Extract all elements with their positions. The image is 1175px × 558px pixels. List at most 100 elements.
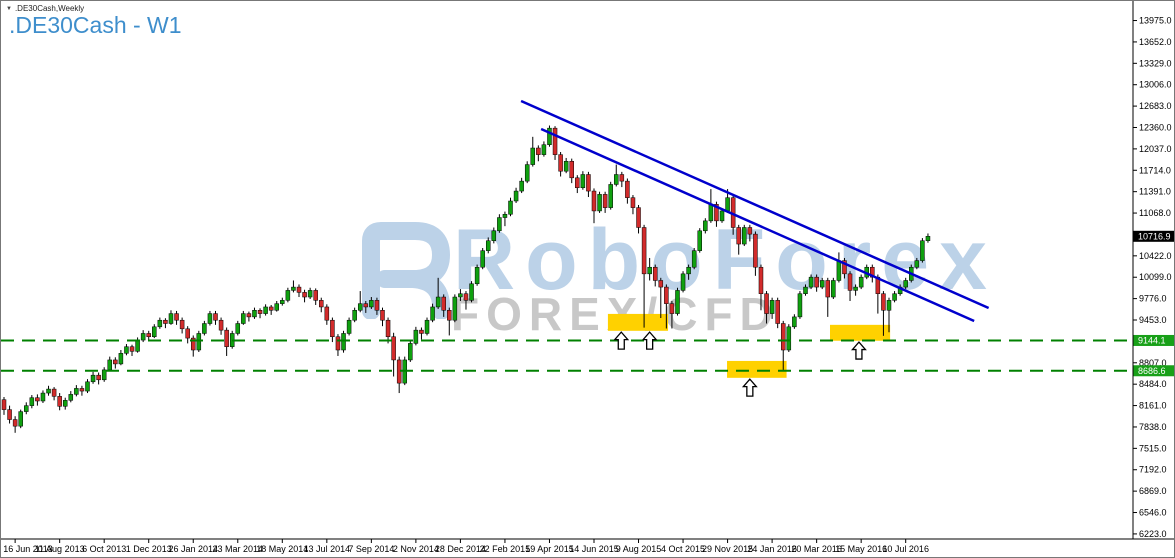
highlight-zone — [607, 313, 669, 331]
date-tick-label: 26 Jan 2014 — [168, 544, 218, 554]
candle-down — [575, 177, 580, 189]
price-tick-label: 13006.0 — [1139, 80, 1172, 90]
price-tick-label: 11068.0 — [1139, 208, 1171, 218]
candle-up — [101, 369, 107, 381]
candle-up — [803, 286, 808, 294]
candle-up — [858, 276, 864, 288]
date-tick-label: 22 Feb 2015 — [480, 544, 531, 554]
candle-down — [636, 207, 641, 228]
candle-up — [697, 230, 702, 251]
candle-up — [614, 174, 619, 185]
current-price-label-bg — [1133, 230, 1174, 242]
level-price-label-bg — [1133, 334, 1174, 346]
candle-up — [819, 280, 825, 288]
candle-down — [591, 190, 597, 212]
price-tick-label: 12683.0 — [1139, 101, 1172, 111]
candle-down — [669, 303, 675, 314]
candle-down — [313, 290, 318, 301]
candle-up — [786, 326, 792, 351]
candle-down — [174, 313, 179, 321]
candle-up — [524, 164, 530, 182]
candle-down — [179, 319, 185, 330]
symbol-dropdown-icon[interactable]: ▼ — [6, 6, 12, 12]
candle-up — [675, 290, 680, 314]
candle-up — [107, 359, 113, 371]
candle-up — [285, 290, 291, 301]
candle-down — [129, 346, 135, 352]
candle-down — [51, 388, 57, 397]
candle-down — [385, 319, 391, 338]
price-tick-label: 9776.0 — [1139, 294, 1167, 304]
date-tick-label: 11 Aug 2013 — [35, 544, 85, 554]
candle-down — [536, 147, 541, 155]
candle-down — [190, 337, 196, 351]
candle-down — [764, 293, 769, 314]
date-tick-label: 7 Sep 2014 — [348, 544, 394, 554]
candle-down — [113, 359, 118, 365]
candle-up — [458, 293, 463, 298]
price-tick-label: 7192.0 — [1139, 465, 1167, 475]
candle-down — [753, 233, 758, 268]
candle-down — [586, 174, 591, 192]
candle-down — [213, 313, 218, 321]
candle-down — [847, 273, 853, 291]
trendline — [540, 127, 975, 323]
date-tick-label: 19 Apr 2015 — [525, 544, 574, 554]
candle-down — [35, 397, 40, 402]
candle-up — [196, 333, 202, 351]
candle-up — [369, 300, 374, 308]
candle-up — [46, 388, 51, 394]
candle-up — [274, 303, 279, 311]
candle-up — [541, 144, 547, 155]
candle-up — [90, 374, 96, 383]
candle-up — [140, 333, 146, 341]
level-price-label: 8686.6 — [1138, 366, 1166, 376]
candle-down — [302, 292, 307, 298]
candle-up — [346, 319, 352, 334]
date-tick-label: 28 Dec 2014 — [435, 544, 486, 554]
candle-up — [508, 200, 513, 215]
price-tick-label: 8484.0 — [1139, 379, 1167, 389]
price-tick-label: 7838.0 — [1139, 422, 1167, 432]
price-tick-label: 13329.0 — [1139, 58, 1172, 68]
candle-up — [68, 394, 74, 401]
candle-up — [920, 240, 925, 261]
symbol-period-text: .DE30Cash,Weekly — [14, 4, 85, 13]
candle-up — [485, 240, 491, 251]
candle-up — [497, 217, 502, 232]
candle-down — [714, 204, 719, 222]
candle-down — [224, 329, 229, 347]
date-tick-label: 18 May 2014 — [256, 544, 308, 554]
up-arrow-icon — [741, 378, 758, 397]
candle-down — [825, 280, 831, 298]
up-arrow-icon — [613, 331, 630, 350]
candle-down — [57, 396, 62, 407]
symbol-period-label[interactable]: ▼ .DE30Cash,Weekly — [6, 4, 84, 13]
price-tick-label: 9453.0 — [1139, 315, 1167, 325]
candle-down — [747, 227, 753, 235]
price-tick-label: 13652.0 — [1139, 37, 1172, 47]
candle-down — [569, 161, 574, 179]
candle-down — [96, 374, 101, 381]
candle-down — [641, 227, 647, 275]
candle-down — [296, 286, 302, 293]
level-price-label-bg — [1133, 365, 1174, 377]
candle-up — [725, 197, 730, 212]
trendlines-layer — [520, 99, 990, 323]
candle-up — [291, 286, 296, 291]
price-tick-label: 7515.0 — [1139, 443, 1167, 453]
candle-up — [530, 147, 536, 165]
trendline — [520, 99, 990, 310]
candle-up — [152, 326, 157, 338]
candle-up — [235, 323, 241, 334]
date-tick-label: 2 Nov 2014 — [393, 544, 439, 554]
candle-down — [775, 300, 780, 324]
candle-up — [597, 194, 602, 212]
price-tick-label: 10422.0 — [1139, 251, 1172, 261]
candle-up — [519, 180, 524, 192]
candle-down — [552, 127, 558, 155]
candle-up — [886, 300, 892, 311]
highlight-zone — [829, 324, 891, 341]
candle-down — [330, 319, 335, 338]
